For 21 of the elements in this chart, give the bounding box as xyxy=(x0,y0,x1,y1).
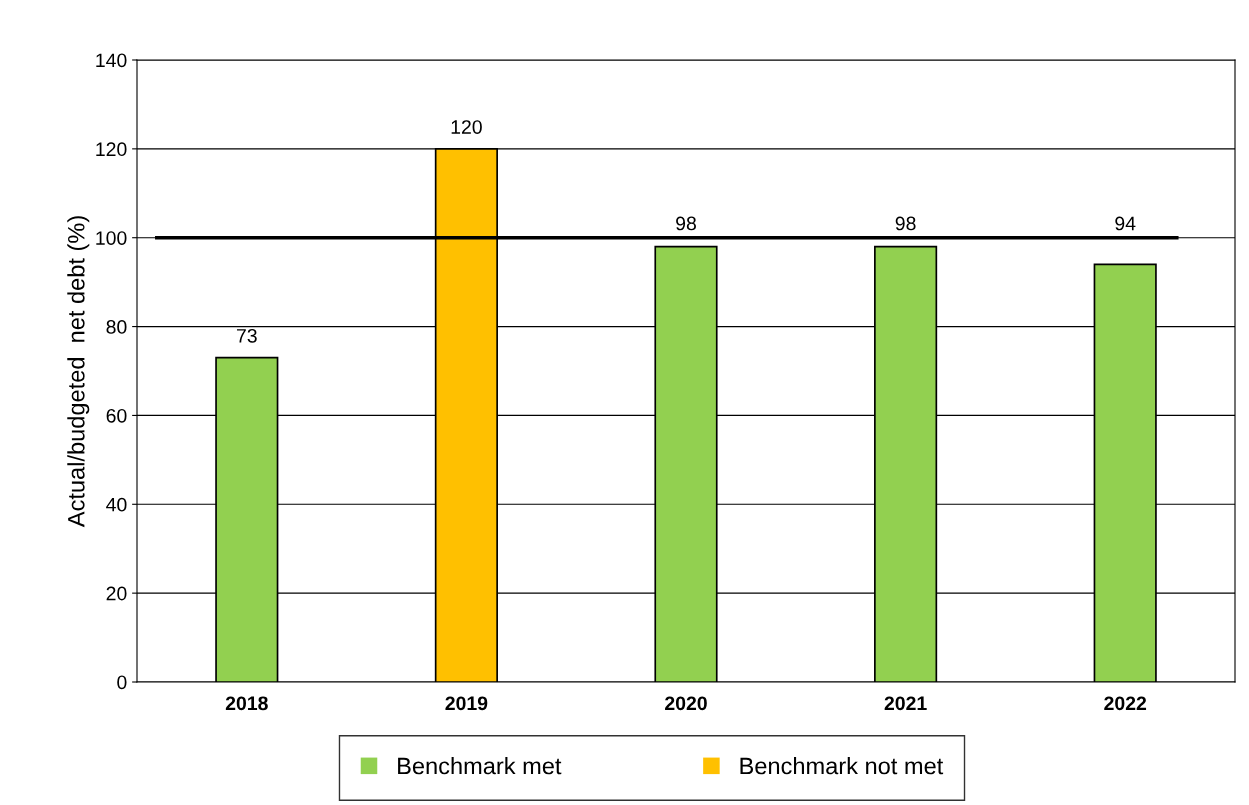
legend-label: Benchmark met xyxy=(398,756,562,775)
y-tick-label: 40 xyxy=(106,497,127,512)
x-tick-label: 2020 xyxy=(665,696,707,711)
data-label: 98 xyxy=(895,216,916,231)
y-tick-label: 60 xyxy=(106,408,127,423)
data-label: 98 xyxy=(676,216,696,231)
data-label: 120 xyxy=(451,120,482,134)
y-tick-label: 100 xyxy=(96,231,127,245)
data-label: 94 xyxy=(1115,216,1136,231)
y-tick-label: 0 xyxy=(117,675,127,690)
x-tick-label: 2019 xyxy=(445,696,488,711)
x-tick-label: 2022 xyxy=(1104,696,1147,711)
data-label: 73 xyxy=(236,328,257,343)
x-tick-label: 2021 xyxy=(884,696,927,711)
y-tick-label: 120 xyxy=(96,142,127,157)
legend-label: Benchmark not met xyxy=(740,756,944,775)
x-tick-label: 2018 xyxy=(225,696,268,711)
y-axis-title: Actual/budgeted net debt (%) xyxy=(67,216,90,528)
y-tick-label: 80 xyxy=(106,320,127,334)
y-tick-label: 140 xyxy=(96,53,127,68)
y-tick-label: 20 xyxy=(106,586,127,601)
